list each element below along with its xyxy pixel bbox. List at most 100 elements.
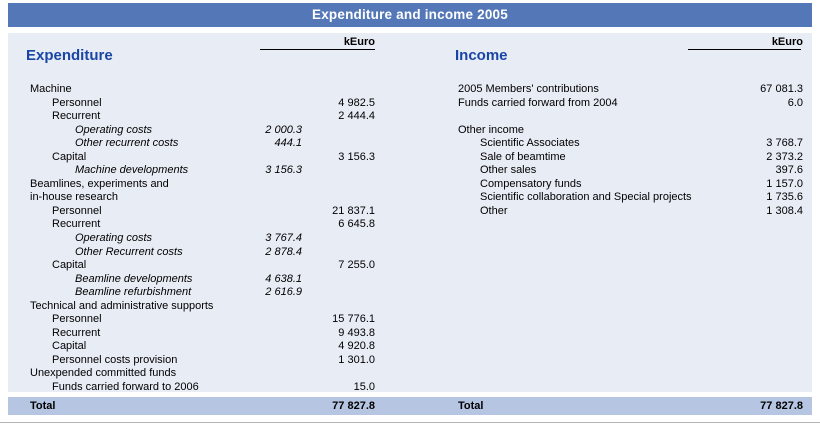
row-subvalue: 2 616.9: [265, 286, 302, 299]
row-subvalue: 2 000.3: [265, 123, 302, 136]
income-total-value: 77 827.8: [760, 400, 803, 412]
row-label: Operating costs: [75, 232, 153, 245]
row-value: 6 645.8: [338, 218, 375, 231]
row-label: Personnel costs provision: [52, 353, 178, 366]
table-row: Capital 4 920.8: [30, 340, 375, 354]
table-row: Recurrent 6 645.8: [30, 218, 375, 232]
row-subvalue: [222, 205, 302, 219]
row-label: Other income: [458, 123, 525, 136]
table-row: Funds carried forward to 2006 15.0: [30, 381, 375, 395]
row-label: Compensatory funds: [480, 177, 582, 190]
row-label: Funds carried forward to 2006: [52, 381, 199, 394]
row-value: 2 444.4: [338, 110, 375, 123]
row-label: Personnel: [52, 204, 102, 217]
row-value: 6.0: [787, 96, 803, 109]
row-value: 397.6: [775, 164, 803, 177]
row-value: 1 735.6: [766, 191, 803, 204]
row-value: 67 081.3: [760, 83, 803, 95]
table-row: [458, 110, 803, 124]
row-subvalue: [222, 381, 302, 395]
row-label: Sale of beamtime: [480, 150, 566, 163]
row-value: 21 837.1: [332, 204, 375, 217]
row-label: Other: [480, 204, 508, 217]
expenditure-total-value: 77 827.8: [332, 400, 375, 412]
row-subvalue: [222, 367, 302, 381]
row-value: [302, 273, 375, 287]
table-row: Operating costs 3 767.4: [30, 232, 375, 246]
row-value: 4 920.8: [338, 340, 375, 353]
row-subvalue: 2 878.4: [265, 245, 302, 258]
expenditure-heading: Expenditure: [26, 47, 113, 64]
row-subvalue: [222, 327, 302, 341]
row-label: Other sales: [480, 164, 537, 177]
table-row: Other 1 308.4: [458, 205, 803, 219]
title-bar: Expenditure and income 2005: [8, 3, 812, 27]
row-label: Beamline developments: [75, 272, 193, 285]
row-value: [302, 286, 375, 300]
row-value: [302, 232, 375, 246]
income-total-label: Total: [458, 400, 484, 412]
row-value: [693, 124, 803, 138]
bottom-rule: [0, 422, 820, 423]
table-row: Other income: [458, 124, 803, 138]
table-row: Other sales 397.6: [458, 164, 803, 178]
row-label: 2005 Members' contributions: [458, 83, 599, 95]
row-subvalue: [222, 340, 302, 354]
row-value: 1 301.0: [338, 353, 375, 366]
row-subvalue: [222, 110, 302, 124]
table-row: Funds carried forward from 2004 6.0: [458, 97, 803, 111]
row-label: Other Recurrent costs: [75, 245, 183, 258]
row-value: 15 776.1: [332, 313, 375, 326]
row-label: Recurrent: [52, 218, 101, 231]
table-row: Unexpended committed funds: [30, 367, 375, 381]
row-label: Recurrent: [52, 110, 101, 123]
page-title: Expenditure and income 2005: [312, 7, 508, 22]
table-row: in-house research: [30, 191, 375, 205]
row-subvalue: [222, 354, 302, 368]
table-row: Scientific collaboration and Special pro…: [458, 191, 803, 205]
row-label: Funds carried forward from 2004: [458, 96, 618, 109]
row-label: Other recurrent costs: [75, 137, 179, 150]
unit-underline-income: [688, 49, 801, 50]
row-subvalue: 4 638.1: [265, 272, 302, 285]
expenditure-table: Machine Personnel 4 982.5 Recurrent 2 444.4 O…: [30, 83, 375, 395]
table-row: Capital 7 255.0: [30, 259, 375, 273]
row-subvalue: [222, 191, 302, 205]
table-row: Personnel costs provision 1 301.0: [30, 354, 375, 368]
row-label: Capital: [52, 259, 87, 272]
row-label: Unexpended committed funds: [30, 367, 177, 380]
table-row: Beamline refurbishment 2 616.9: [30, 286, 375, 300]
row-subvalue: [222, 218, 302, 232]
row-value: 4 982.5: [338, 96, 375, 109]
row-value: [302, 367, 375, 381]
row-label: Machine developments: [75, 164, 189, 177]
row-subvalue: [222, 300, 302, 314]
row-label: Machine: [30, 83, 72, 95]
row-label: Capital: [52, 150, 87, 163]
table-row: Capital 3 156.3: [30, 151, 375, 165]
row-value: [302, 246, 375, 260]
table-row: Recurrent 2 444.4: [30, 110, 375, 124]
table-row: Sale of beamtime 2 373.2: [458, 151, 803, 165]
table-row: Personnel 4 982.5: [30, 97, 375, 111]
row-subvalue: [222, 97, 302, 111]
unit-underline-expenditure: [260, 49, 375, 50]
table-row: Recurrent 9 493.8: [30, 327, 375, 341]
row-subvalue: 3 156.3: [265, 164, 302, 177]
table-row: Technical and administrative supports: [30, 300, 375, 314]
row-value: [302, 300, 375, 314]
row-value: [302, 164, 375, 178]
row-subvalue: [222, 259, 302, 273]
content-area: kEuro kEuro Expenditure Income Machine Pe…: [8, 33, 812, 395]
row-label: Beamlines, experiments and: [30, 177, 169, 190]
expenditure-total-label: Total: [30, 400, 56, 412]
unit-label-expenditure: kEuro: [343, 36, 375, 48]
income-table: 2005 Members' contributions 67 081.3 Funds…: [458, 83, 803, 218]
row-value: 1 157.0: [766, 177, 803, 190]
row-label: Technical and administrative supports: [30, 299, 214, 312]
row-label: Personnel: [52, 313, 102, 326]
row-subvalue: 3 767.4: [265, 232, 302, 245]
row-label: Beamline refurbishment: [75, 286, 192, 299]
row-label: Recurrent: [52, 326, 101, 339]
